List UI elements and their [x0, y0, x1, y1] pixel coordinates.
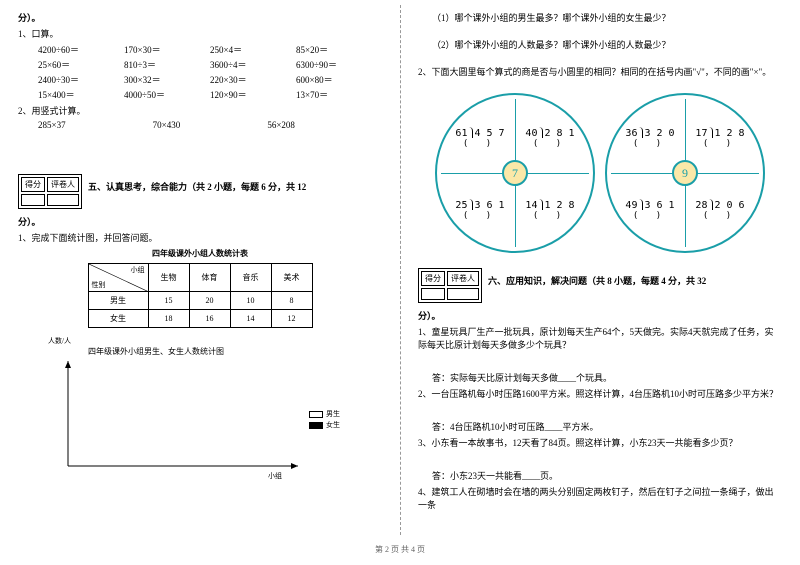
th: 体育 [189, 264, 230, 292]
p1: 1、童星玩具厂生产一批玩具，原计划每天生产64个，5天做完。实际4天就完成了任务… [418, 325, 782, 351]
calc-item: 810÷3＝ [124, 58, 210, 71]
calc-item: 6300÷90＝ [296, 58, 382, 71]
score-h2: 评卷人 [47, 177, 79, 192]
score-h2: 评卷人 [447, 271, 479, 286]
r-q2: （2）哪个课外小组的人数最多？哪个课外小组的人数最少？ [432, 38, 782, 51]
circle-2: 9 363 2 0 ( ) 171 2 8 ( ) 493 6 1 ( ) 28… [605, 93, 765, 253]
cell: 14 [230, 310, 271, 328]
calc-item: 85×20＝ [296, 43, 382, 56]
a3: 答：小东23天一共能看____页。 [432, 469, 782, 482]
calc-item: 15×400＝ [38, 88, 124, 101]
q1-label: 1、口算。 [18, 27, 382, 40]
calc-item: 250×4＝ [210, 43, 296, 56]
c1-q3: 253 6 1 ( ) [445, 197, 515, 221]
c1-q1: 614 5 7 ( ) [445, 125, 515, 149]
cell: 12 [271, 310, 312, 328]
calc-item: 13×70＝ [296, 88, 382, 101]
a2: 答：4台压路机10小时可压路____平方米。 [432, 420, 782, 433]
c2-q1: 363 2 0 ( ) [615, 125, 685, 149]
legend-box-m [309, 411, 323, 418]
chart-axes-icon [48, 361, 308, 481]
c1-q4: 141 2 8 ( ) [515, 197, 585, 221]
calc-item: 170×30＝ [124, 43, 210, 56]
legend-box-f [309, 422, 323, 429]
cell: 10 [230, 292, 271, 310]
p3: 3、小东看一本故事书，12天看了84页。照这样计算，小东23天一共能看多少页？ [418, 436, 782, 449]
cell: 18 [148, 310, 189, 328]
score-h1: 得分 [421, 271, 445, 286]
y-axis-label: 人数/人 [48, 336, 382, 346]
c1-q2: 402 8 1 ( ) [515, 125, 585, 149]
c2-q4: 282 0 6 ( ) [685, 197, 755, 221]
score-h1: 得分 [21, 177, 45, 192]
calc-item: 4200÷60＝ [38, 43, 124, 56]
calc-item: 120×90＝ [210, 88, 296, 101]
calc-item: 600×80＝ [296, 73, 382, 86]
left-column: 分）。 1、口算。 4200÷60＝ 170×30＝ 250×4＝ 85×20＝… [0, 0, 400, 540]
cell: 16 [189, 310, 230, 328]
circles-diagram: 7 614 5 7 ( ) 402 8 1 ( ) 253 6 1 ( ) 14… [418, 93, 782, 253]
calc-item: 25×60＝ [38, 58, 124, 71]
th: 生物 [148, 264, 189, 292]
stats-table: 小组 性别 生物 体育 音乐 美术 男生 15 20 10 8 女生 18 16… [88, 263, 313, 328]
page-footer: 第 2 页 共 4 页 [0, 540, 800, 555]
row-label: 女生 [88, 310, 148, 328]
chart-legend: 男生 女生 [309, 408, 340, 431]
circle-1: 7 614 5 7 ( ) 402 8 1 ( ) 253 6 1 ( ) 14… [435, 93, 595, 253]
c2-q2: 171 2 8 ( ) [685, 125, 755, 149]
th: 美术 [271, 264, 312, 292]
calc-row: 15×400＝ 4000÷50＝ 120×90＝ 13×70＝ [38, 88, 382, 101]
calc-item: 4000÷50＝ [124, 88, 210, 101]
cell: 8 [271, 292, 312, 310]
calc-item: 2400÷30＝ [38, 73, 124, 86]
calc-item: 220×30＝ [210, 73, 296, 86]
calc-item: 56×208 [267, 120, 382, 130]
calc-item: 285×37 [38, 120, 153, 130]
q5-1: 1、完成下面统计图，并回答问题。 [18, 231, 382, 244]
row-label: 男生 [88, 292, 148, 310]
section-6-close: 分）。 [418, 309, 782, 322]
table-title: 四年级课外小组人数统计表 [18, 248, 382, 259]
legend-f: 女生 [326, 420, 340, 430]
cell: 20 [189, 292, 230, 310]
section-5-close: 分）。 [18, 215, 382, 228]
calc-row: 4200÷60＝ 170×30＝ 250×4＝ 85×20＝ [38, 43, 382, 56]
diag-header: 小组 性别 [88, 264, 148, 292]
q2-label: 2、用竖式计算。 [18, 104, 382, 117]
section-5-title: 五、认真思考，综合能力（共 2 小题，每题 6 分，共 12 [88, 174, 306, 193]
legend-m: 男生 [326, 409, 340, 419]
cell: 15 [148, 292, 189, 310]
calc-item: 300×32＝ [124, 73, 210, 86]
a1: 答：实际每天比原计划每天多做____个玩具。 [432, 371, 782, 384]
calc-row: 2400÷30＝ 300×32＝ 220×30＝ 600×80＝ [38, 73, 382, 86]
center-2: 9 [672, 160, 698, 186]
center-1: 7 [502, 160, 528, 186]
r-q1: （1）哪个课外小组的男生最多？哪个课外小组的女生最少？ [432, 11, 782, 24]
section-5-header: 得分评卷人 五、认真思考，综合能力（共 2 小题，每题 6 分，共 12 [18, 174, 382, 209]
calc3-row: 285×37 70×430 56×208 [38, 120, 382, 130]
th: 音乐 [230, 264, 271, 292]
p4: 4、建筑工人在砌墙时会在墙的两头分别固定两枚钉子，然后在钉子之间拉一条绳子，做出… [418, 485, 782, 511]
section-6-title: 六、应用知识，解决问题（共 8 小题，每题 4 分，共 32 [488, 268, 706, 287]
fen-close: 分）。 [18, 11, 382, 24]
calc-row: 25×60＝ 810÷3＝ 3600÷4＝ 6300÷90＝ [38, 58, 382, 71]
right-column: （1）哪个课外小组的男生最多？哪个课外小组的女生最少？ （2）哪个课外小组的人数… [400, 0, 800, 540]
score-box: 得分评卷人 [18, 174, 82, 209]
chart-title: 四年级课外小组男生、女生人数统计图 [88, 346, 382, 357]
calc-item: 70×430 [153, 120, 268, 130]
calc-item: 3600÷4＝ [210, 58, 296, 71]
c2-q3: 493 6 1 ( ) [615, 197, 685, 221]
r-q2-main: 2、下面大圆里每个算式的商是否与小圆里的相同？相同的在括号内画"√"，不同的画"… [418, 65, 782, 78]
section-6-header: 得分评卷人 六、应用知识，解决问题（共 8 小题，每题 4 分，共 32 [418, 268, 782, 303]
score-box: 得分评卷人 [418, 268, 482, 303]
p2: 2、一台压路机每小时压路1600平方米。照这样计算，4台压路机10小时可压路多少… [418, 387, 782, 400]
